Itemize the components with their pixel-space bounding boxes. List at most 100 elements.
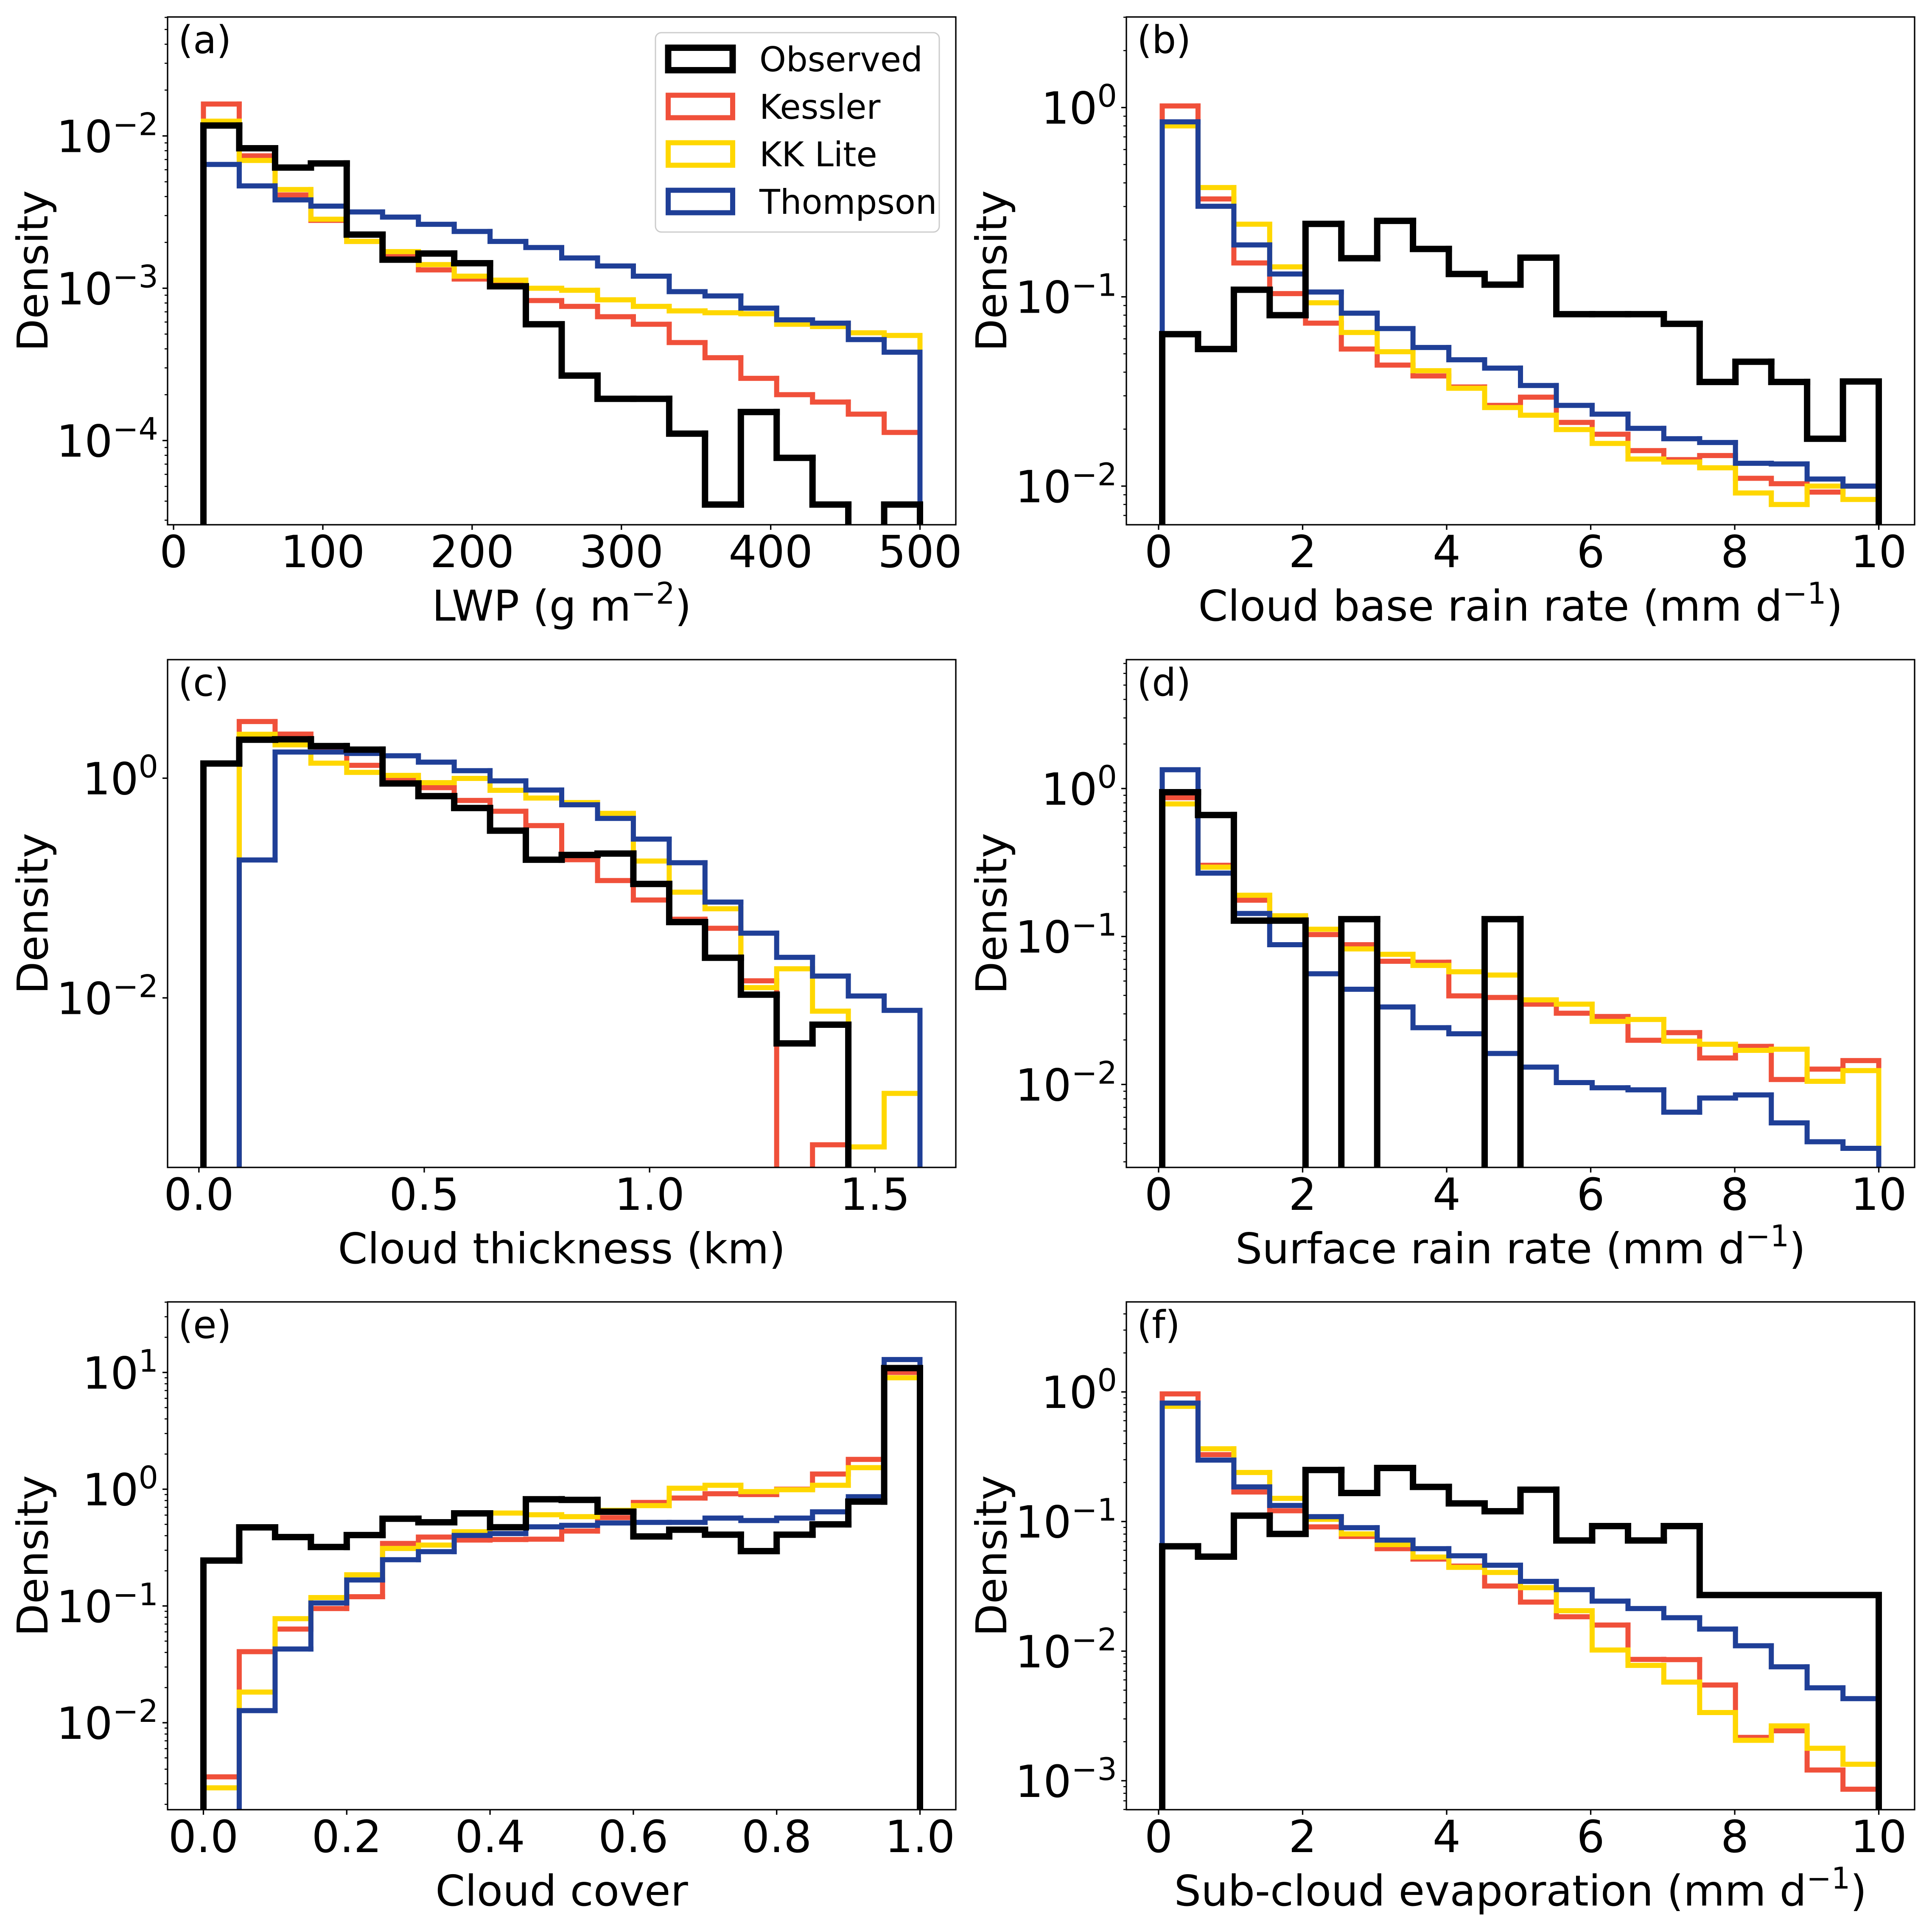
histogram-bin-thompson — [487, 768, 529, 784]
histogram-bin-kessler — [559, 298, 600, 309]
series-observed — [1159, 789, 1524, 1167]
histogram-bin-observed — [666, 1526, 708, 1540]
histogram-bin-thompson — [1410, 1537, 1452, 1551]
plot-area — [200, 101, 923, 525]
y-tick-label: 100 — [1041, 759, 1117, 815]
histogram-bin-observed — [1338, 221, 1380, 262]
histogram-bin-kessler — [559, 1528, 600, 1542]
histogram-bin-thompson — [630, 1520, 672, 1526]
panel-label: (a) — [178, 18, 231, 62]
histogram-bin-thompson — [272, 749, 314, 863]
y-tick-label-exponent: 0 — [1098, 1363, 1117, 1399]
x-tick-label: 1.0 — [614, 1169, 684, 1220]
histogram-bin-kessler — [1840, 1767, 1882, 1810]
histogram-bin-kk-lite — [1446, 368, 1487, 391]
histogram-bin-observed — [594, 1497, 637, 1515]
histogram-bin-thompson — [1195, 1400, 1237, 1463]
histogram-bin-observed — [1410, 218, 1452, 252]
histogram-bin-observed — [451, 793, 493, 812]
histogram-bin-observed — [379, 1515, 422, 1539]
y-tick-label: 10−2 — [56, 106, 158, 162]
histogram-bin-kk-lite — [1410, 952, 1452, 968]
y-tick-label-exponent: −2 — [1071, 457, 1117, 493]
x-axis-label-superscript: −1 — [1745, 1219, 1789, 1254]
histogram-bin-observed — [487, 1510, 529, 1531]
x-tick-label: 0.6 — [598, 1811, 668, 1863]
histogram-bin-observed — [1195, 331, 1237, 353]
histogram-bin-observed — [1445, 1483, 1488, 1507]
histogram-bin-observed — [1840, 378, 1882, 525]
histogram-bin-observed — [487, 805, 529, 834]
histogram-bin-kk-lite — [1554, 997, 1595, 1007]
histogram-bin-thompson — [1661, 1606, 1702, 1620]
histogram-bin-thompson — [380, 751, 421, 758]
histogram-bin-thompson — [774, 305, 815, 322]
y-tick-label: 10−1 — [1015, 907, 1117, 963]
x-tick-label: 6 — [1576, 1169, 1604, 1220]
x-axis-label-suffix: ) — [1789, 1224, 1806, 1273]
histogram-bin-thompson — [1482, 357, 1523, 371]
histogram-bin-thompson — [738, 1515, 779, 1523]
x-tick-label: 100 — [281, 526, 365, 578]
histogram-bin-kk-lite — [1625, 1017, 1666, 1024]
y-tick-label-exponent: −3 — [112, 259, 158, 295]
x-axis-label: Cloud thickness (km) — [338, 1224, 786, 1273]
histogram-bin-thompson — [1231, 1457, 1272, 1490]
histogram-bin-observed — [1481, 271, 1524, 288]
histogram-bin-thompson — [236, 1708, 278, 1810]
histogram-bin-observed — [415, 1515, 458, 1525]
x-axis-label-suffix: ) — [1850, 1866, 1867, 1916]
histogram-bin-thompson — [1733, 440, 1774, 466]
x-axis-label-text: Cloud base rain rate (mm d — [1198, 581, 1782, 631]
histogram-bin-observed — [1230, 812, 1273, 924]
y-tick-label-exponent: −2 — [112, 106, 158, 143]
histogram-bin-observed — [1696, 320, 1739, 385]
histogram-bin-observed — [343, 743, 386, 753]
x-tick-label: 2 — [1288, 1169, 1316, 1220]
x-axis-label-text: LWP (g m — [432, 581, 631, 631]
histogram-bin-kk-lite — [702, 1483, 744, 1491]
axes-frame — [1126, 1301, 1915, 1811]
plot-area — [200, 719, 923, 1167]
histogram-bin-thompson — [451, 1533, 493, 1554]
series-observed — [200, 736, 852, 1167]
y-tick-label: 100 — [82, 1460, 158, 1516]
series-observed — [1159, 218, 1882, 525]
histogram-bin-thompson — [846, 320, 887, 342]
series-observed — [200, 1365, 923, 1810]
histogram-bin-kk-lite — [1589, 1608, 1631, 1653]
histogram-bin-observed — [236, 122, 278, 151]
y-tick-label: 10−4 — [56, 411, 158, 467]
histogram-bin-observed — [809, 1021, 852, 1047]
histogram-bin-thompson — [738, 293, 779, 311]
histogram-bin-kk-lite — [559, 1512, 600, 1520]
histogram-bin-kk-lite — [1661, 456, 1702, 465]
histogram-bin-thompson — [1769, 1092, 1810, 1125]
x-tick-label: 2 — [1288, 526, 1316, 578]
y-tick-label-base: 10 — [1041, 1367, 1097, 1419]
histogram-bin-observed — [236, 1524, 278, 1564]
histogram-bin-observed — [558, 1496, 601, 1503]
histogram-bin-observed — [1159, 331, 1201, 525]
y-tick-label-exponent: −4 — [112, 411, 158, 448]
histogram-bin-thompson — [595, 255, 636, 269]
x-tick-label: 0 — [1145, 1169, 1173, 1220]
y-tick-label-exponent: 0 — [139, 749, 158, 785]
histogram-bin-thompson — [810, 1509, 851, 1521]
histogram-bin-thompson — [1338, 1514, 1380, 1531]
x-axis-label-superscript: −2 — [631, 576, 675, 611]
histogram-bin-thompson — [1840, 1139, 1882, 1167]
histogram-bin-observed — [1445, 246, 1488, 277]
histogram-bin-thompson — [1625, 1085, 1666, 1093]
histogram-bin-observed — [200, 760, 243, 1167]
histogram-bin-kk-lite — [1697, 1038, 1738, 1047]
y-axis-label: Density — [8, 1475, 58, 1636]
histogram-bin-thompson — [416, 214, 457, 227]
histogram-bin-thompson — [1589, 1080, 1631, 1091]
histogram-bin-observed — [272, 736, 314, 743]
panel-label: (b) — [1137, 18, 1191, 62]
y-tick-label: 10−2 — [56, 968, 158, 1024]
histogram-bin-thompson — [1554, 1578, 1595, 1592]
